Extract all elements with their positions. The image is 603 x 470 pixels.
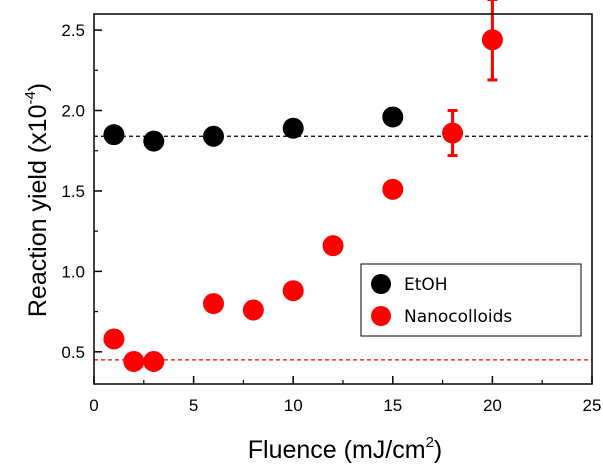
- data-point: [103, 328, 125, 350]
- x-axis-title: Fluence (mJ/cm2): [248, 434, 442, 464]
- legend: EtOH Nanocolloids: [360, 263, 582, 337]
- data-point: [322, 235, 344, 257]
- series-1: [103, 0, 503, 372]
- legend-label-nanocolloids: Nanocolloids: [404, 307, 512, 327]
- legend-marker-etoh: [371, 274, 391, 294]
- x-tick-label: 10: [284, 396, 303, 415]
- data-point: [481, 29, 503, 51]
- data-point: [382, 178, 404, 200]
- data-point: [442, 122, 464, 144]
- data-point: [203, 293, 225, 315]
- y-tick-label: 1.5: [61, 182, 85, 201]
- y-tick-label: 2.5: [61, 21, 85, 40]
- data-point: [282, 117, 304, 139]
- x-axis-title-main: Fluence (mJ/cm: [248, 436, 426, 464]
- plot-area: [94, 0, 592, 372]
- data-point: [123, 350, 145, 372]
- x-tick-label: 20: [483, 396, 502, 415]
- series-0: [103, 106, 404, 152]
- y-tick-label: 2.0: [61, 102, 85, 121]
- y-tick-label: 0.5: [61, 343, 85, 362]
- data-point: [203, 125, 225, 147]
- y-axis-title: Reaction yield (x10-4): [22, 83, 52, 317]
- legend-label-etoh: EtOH: [404, 275, 448, 295]
- x-tick-label: 15: [383, 396, 402, 415]
- y-tick-label: 1.0: [61, 262, 85, 281]
- data-point: [382, 106, 404, 128]
- x-tick-label: 5: [189, 396, 198, 415]
- data-point: [242, 299, 264, 321]
- axis-ticks: 0 5 10 15 20 25 0.5 1.0 1.5 2.0 2.5: [61, 21, 601, 415]
- legend-marker-nanocolloids: [371, 306, 391, 326]
- y-axis-title-main: Reaction yield (x10: [24, 105, 52, 318]
- x-tick-label: 25: [583, 396, 602, 415]
- y-axis-title-sup: -4: [22, 91, 39, 104]
- data-point: [143, 350, 165, 372]
- x-axis-title-end: ): [434, 436, 442, 464]
- x-tick-label: 0: [89, 396, 98, 415]
- legend-box: [360, 263, 582, 337]
- data-point: [143, 130, 165, 152]
- y-axis-title-end: ): [24, 83, 52, 91]
- data-point: [282, 280, 304, 302]
- x-axis-title-sup: 2: [426, 434, 434, 451]
- data-point: [103, 124, 125, 146]
